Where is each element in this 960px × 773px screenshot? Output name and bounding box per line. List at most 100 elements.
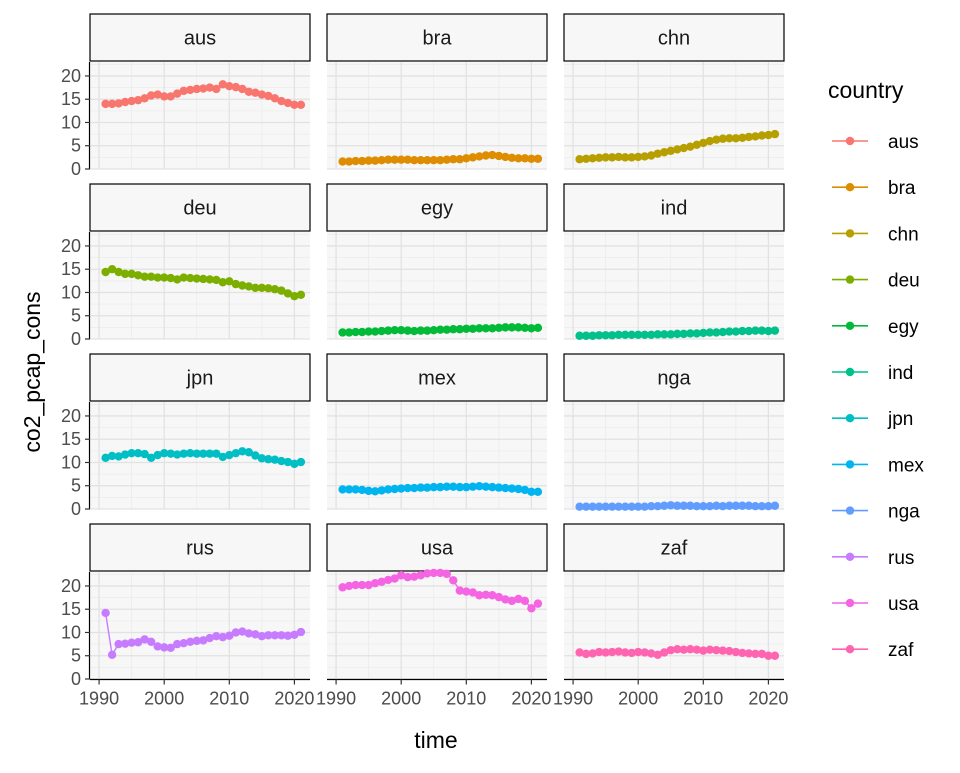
data-point-usa (475, 591, 484, 600)
legend-key-point (845, 321, 855, 330)
data-point-jpn (159, 448, 169, 458)
data-point-deu (238, 281, 247, 290)
data-point-aus (225, 81, 234, 91)
data-point-nga (575, 502, 584, 511)
data-point-zaf (770, 651, 780, 660)
data-point-rus (238, 627, 247, 636)
data-point-ind (673, 329, 682, 339)
data-point-nga (647, 502, 656, 511)
data-point-zaf (764, 651, 773, 660)
y-tick-label: 0 (71, 159, 81, 179)
data-point-nga (770, 501, 780, 510)
data-point-nga (666, 501, 675, 510)
data-point-mex (377, 486, 386, 495)
data-point-jpn (296, 457, 306, 467)
facet-strip-label-jpn: jpn (186, 368, 214, 390)
data-point-usa (377, 577, 386, 586)
data-point-jpn (270, 455, 280, 464)
data-point-egy (514, 323, 523, 332)
data-point-egy (410, 326, 419, 336)
data-point-rus (283, 631, 293, 640)
legend-item-nga: nga (832, 502, 920, 523)
data-point-deu (140, 272, 149, 281)
data-point-zaf (614, 647, 623, 656)
data-point-chn (699, 138, 708, 148)
data-point-aus (290, 100, 299, 110)
data-point-deu (218, 278, 227, 287)
data-point-deu (225, 277, 234, 286)
legend-label-deu: deu (888, 271, 920, 292)
data-point-bra (423, 155, 432, 165)
data-point-rus (179, 638, 188, 648)
facet-panels: aus bra chn deu egy ind jpn mex nga rus usa zaf (89, 13, 785, 680)
panel-background (90, 62, 310, 169)
data-point-ind (679, 329, 688, 339)
legend-key-point (845, 552, 855, 561)
y-tick-label: 0 (71, 499, 81, 519)
data-point-bra (390, 155, 399, 164)
facet-panel-aus: aus (89, 13, 311, 170)
data-point-aus (140, 94, 149, 103)
data-point-usa (455, 586, 464, 595)
data-point-usa (488, 591, 497, 600)
facet-panel-ind: ind (563, 183, 785, 340)
legend-key-point (845, 460, 855, 469)
data-point-bra (507, 153, 517, 163)
legend-item-jpn: jpn (832, 409, 913, 430)
data-point-bra (442, 155, 451, 164)
data-point-egy (520, 323, 530, 333)
data-point-zaf (620, 648, 630, 657)
data-point-ind (666, 330, 675, 339)
data-point-nga (633, 502, 643, 511)
data-point-chn (731, 134, 741, 143)
legend-item-usa: usa (832, 594, 919, 615)
data-point-aus (270, 94, 280, 103)
data-point-egy (416, 326, 425, 335)
data-point-rus (159, 643, 169, 652)
x-tick-label: 1990 (553, 689, 593, 709)
data-point-chn (620, 153, 630, 162)
data-point-chn (770, 129, 780, 139)
data-point-rus (127, 638, 136, 647)
y-tick-label: 20 (61, 66, 81, 86)
data-point-rus (120, 639, 130, 648)
data-point-jpn (101, 453, 110, 463)
data-point-egy (475, 324, 484, 333)
data-point-zaf (594, 647, 604, 657)
data-point-zaf (575, 648, 584, 657)
data-point-chn (744, 132, 754, 142)
data-point-nga (673, 501, 682, 510)
data-point-aus (283, 98, 293, 108)
data-point-bra (481, 151, 491, 160)
data-point-egy (390, 325, 399, 335)
data-point-jpn (120, 450, 130, 459)
legend: country aus bra chn deu egy ind jpn mex nga rus usa… (828, 77, 924, 661)
legend-item-mex: mex (832, 455, 924, 476)
data-point-nga (588, 502, 597, 511)
data-point-rus (212, 632, 221, 641)
data-point-rus (146, 637, 156, 646)
y-tick-label: 5 (71, 646, 81, 666)
data-point-deu (199, 274, 208, 284)
data-point-bra (383, 155, 393, 164)
panel-background (327, 572, 547, 679)
data-point-jpn (179, 449, 188, 458)
legend-label-bra: bra (888, 178, 916, 199)
facet-strip-usa (326, 523, 548, 572)
facet-strip-rus (89, 523, 311, 572)
data-point-jpn (107, 451, 117, 461)
legend-item-rus: rus (832, 548, 914, 569)
y-tick-label: 0 (71, 329, 81, 349)
data-point-ind (725, 327, 734, 336)
data-point-nga (607, 502, 617, 511)
data-point-rus (290, 630, 299, 640)
data-point-nga (699, 502, 708, 511)
facet-panel-deu: deu (89, 183, 311, 340)
data-point-mex (462, 482, 471, 492)
data-point-egy (494, 323, 504, 333)
data-point-nga (679, 501, 688, 510)
x-tick-label: 2010 (683, 689, 723, 709)
data-point-chn (640, 152, 649, 161)
data-point-zaf (581, 649, 591, 659)
data-point-nga (692, 502, 701, 511)
